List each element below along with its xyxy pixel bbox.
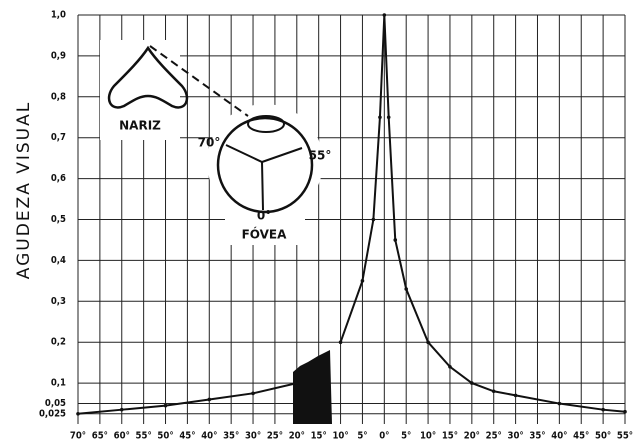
annotation: FÓVEA bbox=[242, 227, 288, 242]
point bbox=[426, 340, 430, 345]
lens bbox=[247, 115, 285, 133]
x-tick-label: 35° bbox=[223, 431, 239, 442]
y-tick-label: 0,2 bbox=[51, 337, 66, 348]
y-tick-label: 0,9 bbox=[51, 50, 66, 61]
point bbox=[404, 287, 409, 291]
x-tick-label: 70° bbox=[70, 431, 86, 442]
point bbox=[601, 407, 605, 412]
point bbox=[623, 409, 627, 414]
grid bbox=[77, 14, 626, 424]
point bbox=[207, 397, 212, 402]
y-tick-label: 0,1 bbox=[51, 378, 66, 389]
x-tick-label: 25° bbox=[267, 431, 283, 442]
annotation: 70° bbox=[198, 136, 221, 150]
point bbox=[557, 401, 562, 406]
y-tick-label: 0,7 bbox=[51, 132, 66, 143]
x-tick-label: 15° bbox=[311, 431, 327, 442]
point bbox=[448, 364, 452, 369]
x-tick-label: 15° bbox=[442, 431, 458, 442]
point bbox=[378, 115, 382, 120]
x-tick-label: 50° bbox=[157, 431, 173, 442]
point bbox=[470, 381, 474, 385]
x-tick-label: 65° bbox=[92, 431, 108, 442]
angles bbox=[225, 144, 303, 211]
x-tick-label: 20° bbox=[464, 431, 480, 442]
x-tick-label: 30° bbox=[508, 431, 524, 442]
x-tick-label: 5° bbox=[357, 431, 367, 442]
point bbox=[76, 411, 80, 416]
x-tick-label: 10° bbox=[332, 431, 348, 442]
point bbox=[251, 391, 255, 396]
y-tick-label: 0,05 bbox=[45, 398, 66, 409]
x-tick-label: 30° bbox=[245, 431, 261, 442]
acuity-line bbox=[77, 14, 626, 415]
y-tick-label: 0,4 bbox=[51, 255, 66, 266]
x-tick-label: 10° bbox=[420, 431, 436, 442]
y-tick-label: 0,025 bbox=[39, 408, 66, 419]
x-tick-label: 20° bbox=[289, 431, 305, 442]
point bbox=[338, 340, 343, 345]
diagram bbox=[100, 40, 332, 424]
point bbox=[382, 13, 387, 17]
point bbox=[295, 381, 299, 385]
point bbox=[393, 238, 398, 242]
pointer bbox=[149, 45, 249, 117]
nose bbox=[107, 45, 189, 109]
y-tick-label: 1,0 bbox=[51, 10, 66, 21]
point bbox=[491, 389, 496, 394]
x-tick-label: 55° bbox=[617, 431, 633, 442]
x-tick-label: 40° bbox=[551, 431, 567, 442]
y-axis-label: AGUDEZA VISUAL bbox=[14, 101, 34, 279]
annotation: 0° bbox=[257, 209, 271, 223]
x-tick-label: 45° bbox=[573, 431, 589, 442]
x-tick-label: 60° bbox=[114, 431, 130, 442]
point bbox=[163, 403, 168, 408]
x-tick-label: 5° bbox=[401, 431, 411, 442]
annotation: 55° bbox=[309, 149, 332, 163]
blind-spot bbox=[293, 350, 332, 424]
point bbox=[513, 393, 518, 398]
x-tick-label: 50° bbox=[595, 431, 611, 442]
x-tick-label: 0° bbox=[379, 431, 389, 442]
x-tick-label: 45° bbox=[179, 431, 195, 442]
x-tick-label: 35° bbox=[529, 431, 545, 442]
y-tick-label: 0,5 bbox=[51, 214, 66, 225]
x-tick-label: 25° bbox=[486, 431, 502, 442]
point bbox=[371, 217, 376, 222]
annotation: NARIZ bbox=[119, 119, 161, 133]
y-tick-label: 0,8 bbox=[51, 91, 66, 102]
eye bbox=[216, 116, 314, 214]
point bbox=[386, 115, 391, 120]
point bbox=[360, 279, 365, 283]
y-tick-label: 0,6 bbox=[51, 173, 66, 184]
x-tick-label: 55° bbox=[136, 431, 152, 442]
y-tick-label: 0,3 bbox=[51, 296, 66, 307]
point bbox=[119, 407, 124, 412]
x-tick-label: 40° bbox=[201, 431, 217, 442]
